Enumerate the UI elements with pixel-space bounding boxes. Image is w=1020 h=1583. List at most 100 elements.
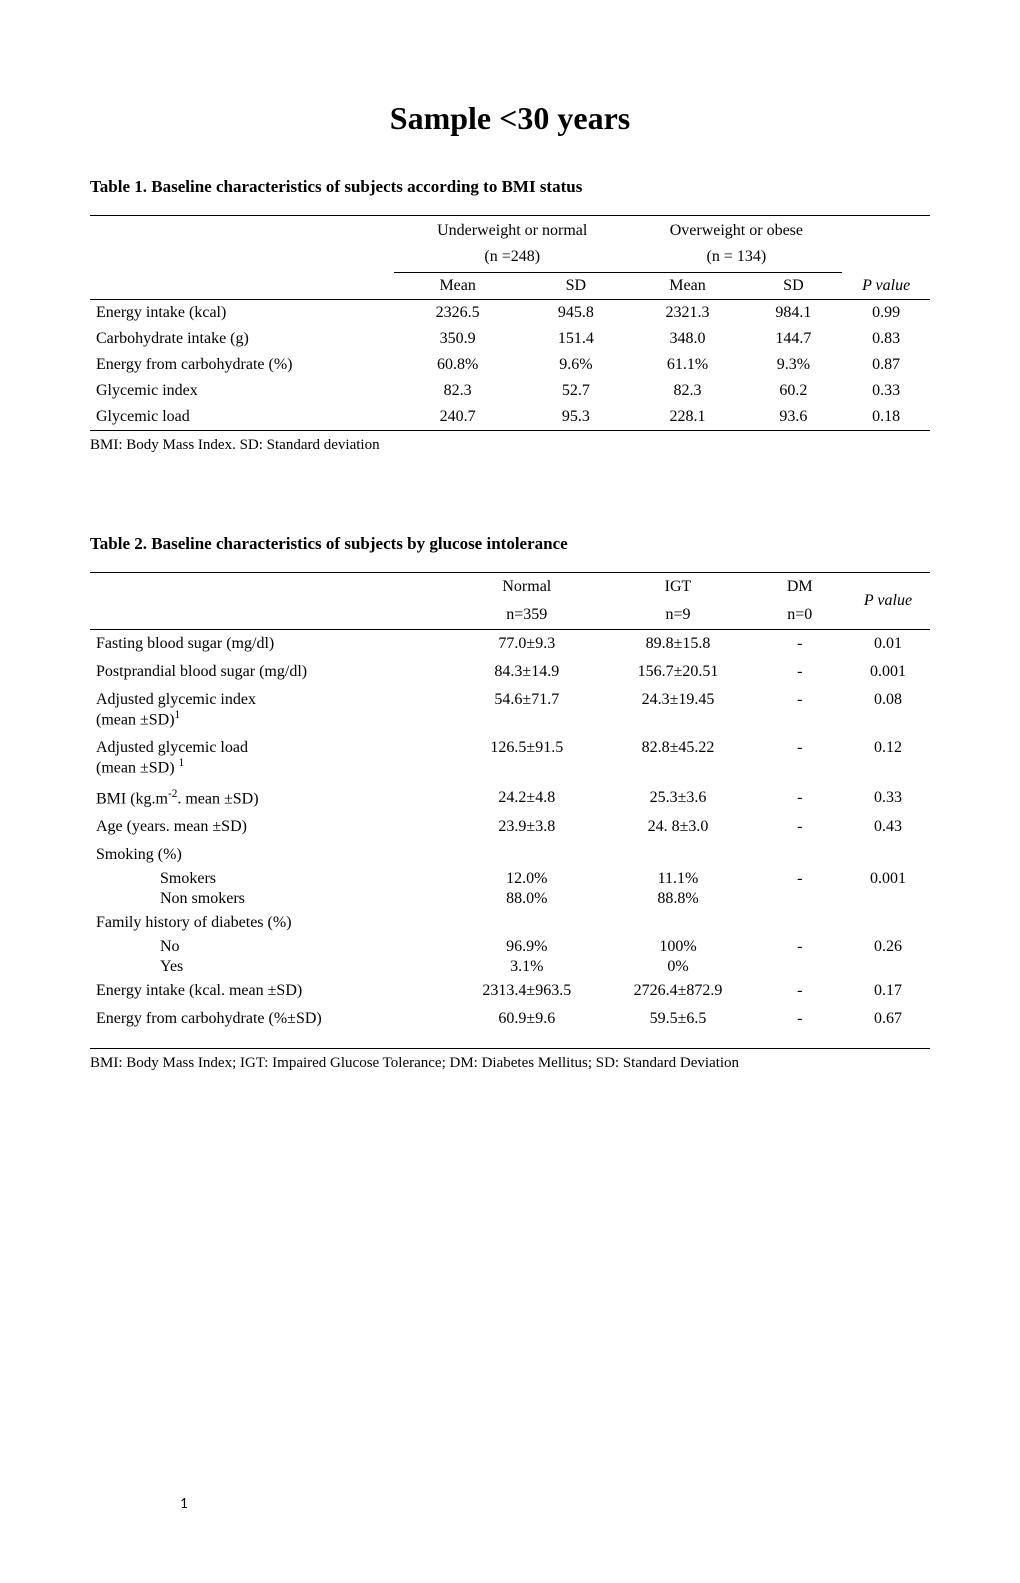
table2-footnote: BMI: Body Mass Index; IGT: Impaired Gluc…: [90, 1055, 930, 1072]
table1-col-p: P value: [842, 273, 930, 300]
table-row: Smoking (%): [90, 841, 930, 869]
table1-group2-label: Overweight or obese: [630, 216, 842, 247]
row-label: Glycemic index: [90, 378, 394, 404]
cell: 0.26: [846, 937, 930, 957]
cell: -: [754, 1005, 846, 1049]
row-label: BMI (kg.m-2. mean ±SD): [90, 783, 451, 813]
n-dm: n=0: [754, 601, 846, 630]
table-row: Postprandial blood sugar (mg/dl) 84.3±14…: [90, 658, 930, 686]
row-label: Family history of diabetes (%): [90, 909, 451, 937]
table1-group2-n: (n = 134): [630, 246, 842, 273]
cell: 0.87: [842, 352, 930, 378]
cell: -: [754, 686, 846, 734]
table-row: Energy intake (kcal. mean ±SD) 2313.4±96…: [90, 977, 930, 1005]
table-row: Adjusted glycemic load(mean ±SD) 1 126.5…: [90, 734, 930, 782]
table1-group1-label: Underweight or normal: [394, 216, 630, 247]
cell: 2326.5: [394, 300, 521, 327]
cell: 151.4: [521, 326, 630, 352]
cell: 82.3: [394, 378, 521, 404]
table2: Normal IGT DM P value n=359 n=9 n=0 Fast…: [90, 572, 930, 1049]
cell: 2726.4±872.9: [602, 977, 753, 1005]
cell: 60.8%: [394, 352, 521, 378]
cell: 3.1%: [451, 957, 602, 977]
cell: 11.1%: [602, 869, 753, 889]
cell: 984.1: [745, 300, 843, 327]
table1-blank3: [90, 246, 394, 273]
blank: [90, 573, 451, 602]
cell: 82.8±45.22: [602, 734, 753, 782]
page-title: Sample <30 years: [90, 100, 930, 137]
cell: 0.43: [846, 813, 930, 841]
row-label: Postprandial blood sugar (mg/dl): [90, 658, 451, 686]
cell: -: [754, 869, 846, 889]
table1-blank5: [90, 273, 394, 300]
cell: 77.0±9.3: [451, 630, 602, 659]
row-label: Adjusted glycemic index(mean ±SD)1: [90, 686, 451, 734]
cell: [754, 889, 846, 909]
table-row: Glycemic load 240.7 95.3 228.1 93.6 0.18: [90, 404, 930, 431]
row-label: Glycemic load: [90, 404, 394, 431]
row-label: Smokers: [90, 869, 451, 889]
cell: -: [754, 813, 846, 841]
row-label: Energy intake (kcal): [90, 300, 394, 327]
table1-blank: [90, 216, 394, 247]
cell: 24. 8±3.0: [602, 813, 753, 841]
cell: 2313.4±963.5: [451, 977, 602, 1005]
row-label: No: [90, 937, 451, 957]
cell: 23.9±3.8: [451, 813, 602, 841]
table1-col-sd2: SD: [745, 273, 843, 300]
table1-caption: Table 1. Baseline characteristics of sub…: [90, 177, 930, 197]
table2-caption: Table 2. Baseline characteristics of sub…: [90, 534, 930, 554]
row-label: Adjusted glycemic load(mean ±SD) 1: [90, 734, 451, 782]
table-row: Fasting blood sugar (mg/dl) 77.0±9.3 89.…: [90, 630, 930, 659]
cell: 95.3: [521, 404, 630, 431]
cell: 88.0%: [451, 889, 602, 909]
cell: 0.67: [846, 1005, 930, 1049]
cell: 0.18: [842, 404, 930, 431]
row-label: Carbohydrate intake (g): [90, 326, 394, 352]
row-label: Energy from carbohydrate (%±SD): [90, 1005, 451, 1049]
cell: [846, 889, 930, 909]
table-row: Smokers 12.0% 11.1% - 0.001: [90, 869, 930, 889]
cell: 144.7: [745, 326, 843, 352]
cell: 12.0%: [451, 869, 602, 889]
table-row: Energy intake (kcal) 2326.5 945.8 2321.3…: [90, 300, 930, 327]
cell: 0.33: [842, 378, 930, 404]
cell: 24.2±4.8: [451, 783, 602, 813]
table1-col-mean1: Mean: [394, 273, 521, 300]
cell: 0.33: [846, 783, 930, 813]
cell: -: [754, 937, 846, 957]
cell: 240.7: [394, 404, 521, 431]
cell: 24.3±19.45: [602, 686, 753, 734]
cell: 0.17: [846, 977, 930, 1005]
cell: 89.8±15.8: [602, 630, 753, 659]
cell: 228.1: [630, 404, 744, 431]
n-normal: n=359: [451, 601, 602, 630]
cell: 0.12: [846, 734, 930, 782]
cell: 348.0: [630, 326, 744, 352]
table1-group1-n: (n =248): [394, 246, 630, 273]
table-row: Family history of diabetes (%): [90, 909, 930, 937]
col-dm: DM: [754, 573, 846, 602]
cell: 2321.3: [630, 300, 744, 327]
cell: -: [754, 734, 846, 782]
cell: 60.2: [745, 378, 843, 404]
row-label: Smoking (%): [90, 841, 451, 869]
cell: 0.99: [842, 300, 930, 327]
cell: 350.9: [394, 326, 521, 352]
col-igt: IGT: [602, 573, 753, 602]
col-p: P value: [846, 573, 930, 630]
cell: 93.6: [745, 404, 843, 431]
cell: 9.3%: [745, 352, 843, 378]
cell: 25.3±3.6: [602, 783, 753, 813]
blank: [90, 601, 451, 630]
col-normal: Normal: [451, 573, 602, 602]
cell: 59.5±6.5: [602, 1005, 753, 1049]
cell: 60.9±9.6: [451, 1005, 602, 1049]
table-row: Carbohydrate intake (g) 350.9 151.4 348.…: [90, 326, 930, 352]
cell: 9.6%: [521, 352, 630, 378]
cell: 82.3: [630, 378, 744, 404]
table-row: Non smokers 88.0% 88.8%: [90, 889, 930, 909]
cell: 126.5±91.5: [451, 734, 602, 782]
cell: 0.08: [846, 686, 930, 734]
